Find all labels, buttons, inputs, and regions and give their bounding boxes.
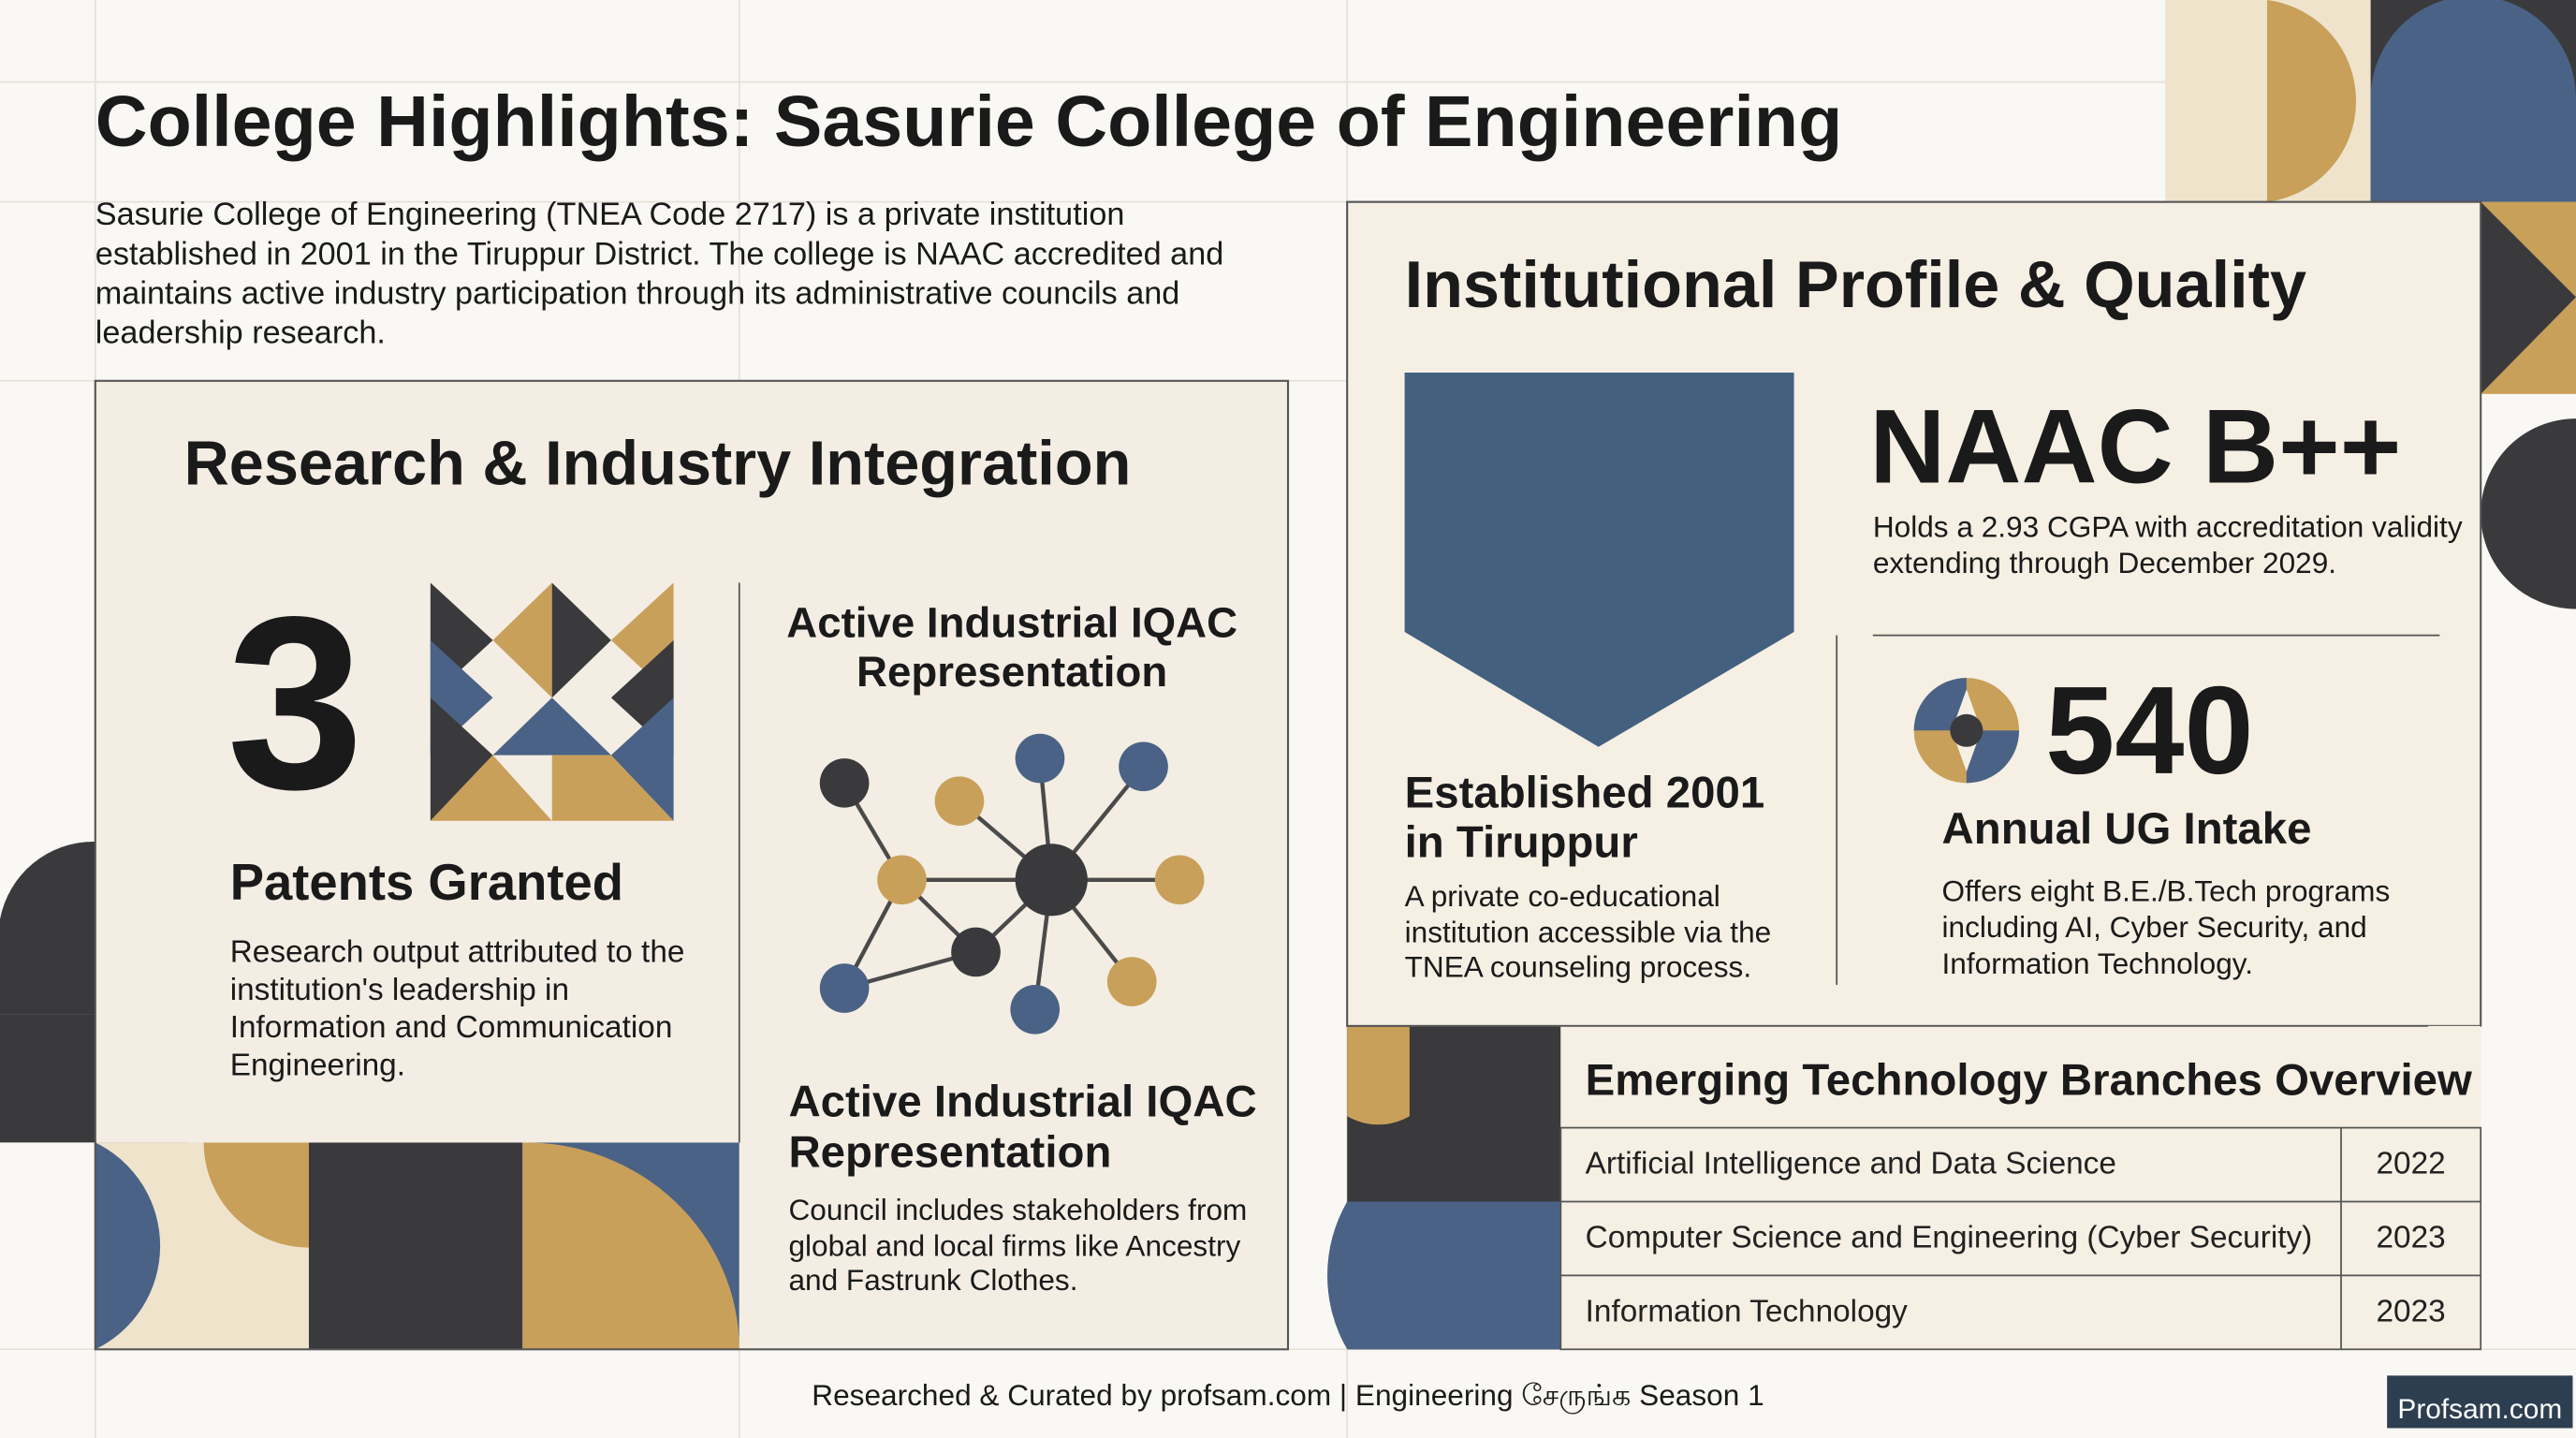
shield (1404, 373, 1794, 747)
node (1010, 985, 1061, 1034)
shape (430, 755, 552, 821)
shape (203, 1142, 309, 1248)
table-cell: 2023 (2376, 1221, 2446, 1256)
node (934, 776, 985, 826)
intake-value: 540 (2045, 661, 2254, 801)
node (951, 927, 1001, 977)
node (1154, 855, 1205, 905)
node (1119, 741, 1168, 792)
shape (1347, 1025, 1410, 1125)
shape (2481, 418, 2576, 609)
shape (551, 755, 674, 821)
shape (1950, 713, 1983, 747)
shape (2370, 0, 2576, 202)
network-nodes (819, 733, 1205, 1034)
intake-label: Annual UG Intake (1941, 804, 2312, 854)
shape (610, 697, 674, 821)
section-heading: Institutional Profile & Quality (1404, 249, 2307, 322)
panel-border (94, 379, 1290, 1351)
node (1015, 733, 1065, 784)
table-cell: Computer Science and Engineering (Cyber … (1585, 1221, 2313, 1256)
table-cell: Information Technology (1585, 1295, 1908, 1330)
established-text: A private co-educational institution acc… (1404, 879, 1772, 984)
stat-label: Patents Granted (229, 853, 623, 912)
shape (308, 1142, 523, 1350)
node (1106, 957, 1157, 1006)
table-title: Emerging Technology Branches Overview (1585, 1055, 2472, 1106)
section-heading: Research & Industry Integration (183, 430, 1132, 500)
patent-icon (430, 582, 674, 821)
node (877, 855, 927, 905)
intake-text: Offers eight B.E./B.Tech programs includ… (1941, 874, 2391, 980)
table-cell: 2023 (2376, 1295, 2446, 1330)
iqac-heading: Active Industrial IQAC Representation (786, 597, 1238, 697)
table-cell: Artificial Intelligence and Data Science (1585, 1147, 2116, 1182)
shape (551, 582, 611, 698)
shape (95, 1142, 161, 1350)
shape (492, 697, 611, 756)
iqac-subheading: Active Industrial IQAC Representation (788, 1077, 1257, 1178)
node (1015, 844, 1088, 917)
stat-value: 3 (227, 565, 364, 841)
shape (1966, 730, 2020, 784)
logo: Profsam.com (2397, 1393, 2563, 1425)
table-cell: 2022 (2376, 1147, 2446, 1182)
shape (1913, 678, 1967, 731)
naac-grade: NAAC B++ (1869, 387, 2402, 506)
panel (1560, 1025, 2481, 1350)
iqac-text: Council includes stakeholders from globa… (788, 1193, 1248, 1298)
title: College Highlights: Sasurie College of E… (95, 81, 1843, 163)
node (819, 758, 870, 808)
shape (522, 1142, 739, 1350)
table-lines (1559, 1126, 2482, 1351)
table-border (1559, 1126, 2482, 1351)
shape (0, 1014, 95, 1143)
node (819, 963, 870, 1013)
established-heading: Established 2001 in Tiruppur (1404, 768, 1765, 867)
stat-text: Research output attributed to the instit… (229, 935, 685, 1084)
logo-box (2387, 1375, 2573, 1429)
intro: Sasurie College of Engineering (TNEA Cod… (95, 197, 1224, 352)
shape (1327, 1201, 1561, 1350)
naac-text: Holds a 2.93 CGPA with accreditation val… (1872, 510, 2463, 580)
footer-credit: Researched & Curated by profsam.com | En… (812, 1378, 1764, 1412)
intake-icon (1913, 678, 2020, 784)
shape (492, 582, 552, 698)
shape (2267, 0, 2357, 202)
shape (430, 697, 493, 821)
shape (2481, 201, 2576, 394)
